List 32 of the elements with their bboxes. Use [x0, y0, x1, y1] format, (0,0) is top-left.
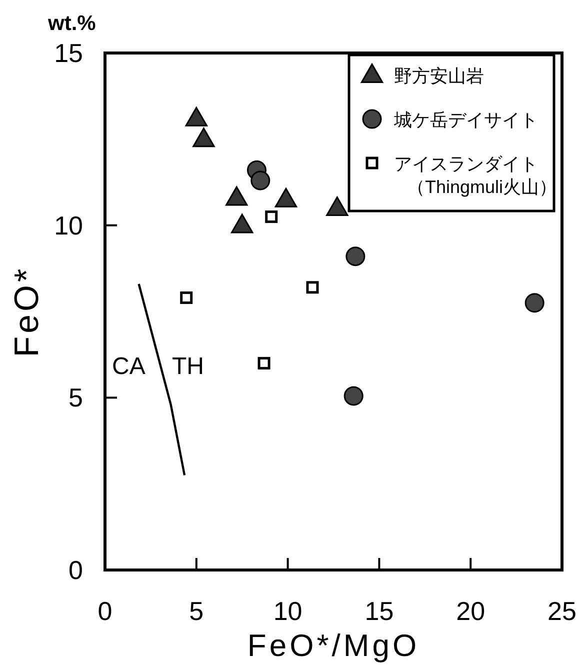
point: [344, 386, 364, 406]
point: [250, 170, 270, 190]
point: [274, 188, 298, 208]
point: [306, 281, 319, 294]
x-tick-label: 20: [456, 596, 486, 626]
point: [185, 106, 208, 126]
y-axis-title: FeO*: [8, 266, 46, 358]
x-tick-label: 0: [98, 596, 112, 626]
point: [346, 246, 366, 266]
annotation: CA: [112, 353, 146, 380]
x-tick-label: 10: [273, 596, 302, 626]
point: [326, 196, 348, 216]
point: [192, 128, 215, 148]
y-tick-label: 5: [68, 382, 83, 413]
y-tick-label: 10: [54, 210, 83, 240]
x-tick-label: 25: [548, 596, 576, 626]
point: [524, 293, 544, 313]
annotation: TH: [172, 353, 204, 380]
legend-label: 野方安山岩: [394, 66, 484, 86]
legend-label: アイスランダイト（Thingmuli火山）: [394, 154, 558, 197]
point: [180, 291, 193, 304]
x-axis-title: FeO*/MgO: [247, 628, 420, 663]
y-tick-label: 15: [54, 38, 83, 68]
legend-label: 城ケ岳デイサイト: [393, 110, 538, 130]
x-tick-label: 15: [364, 596, 394, 626]
point: [258, 356, 270, 370]
point: [226, 186, 248, 206]
point: [231, 214, 254, 234]
point: [265, 210, 278, 223]
y-tick-label: 0: [68, 555, 83, 585]
text: wt.%: [47, 12, 96, 35]
x-tick-label: 5: [189, 596, 204, 626]
